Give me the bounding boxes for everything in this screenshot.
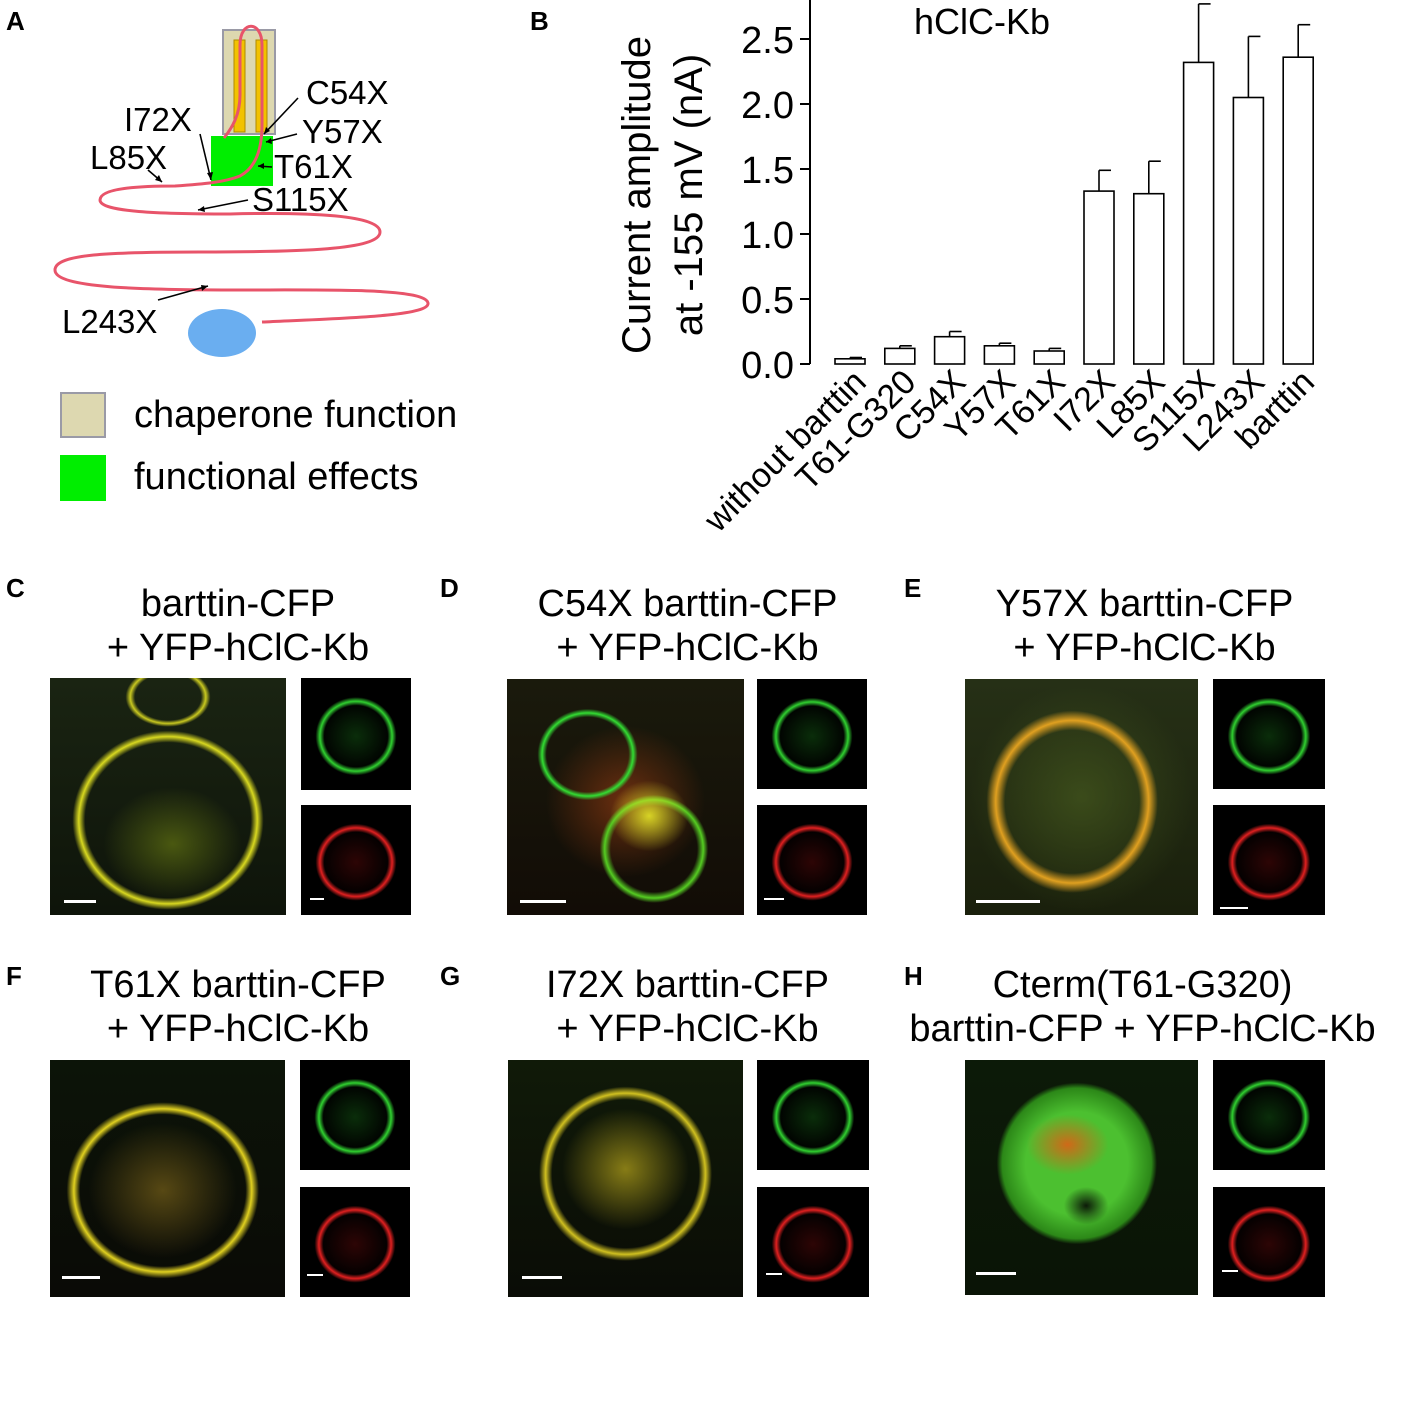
panel-g-label: G bbox=[440, 961, 461, 991]
panel-c-label: C bbox=[6, 573, 25, 603]
chart-title: hClC-Kb bbox=[914, 1, 1050, 42]
bar-5 bbox=[1083, 190, 1115, 365]
panel-c-green-scale-bar bbox=[310, 898, 324, 900]
mutation-label-s115x: S115X bbox=[252, 181, 349, 218]
panel-d-red-channel-image bbox=[757, 805, 867, 915]
y-tick-label: 0.0 bbox=[741, 345, 794, 387]
panel-c-green-channel-image bbox=[301, 678, 411, 790]
mutation-label-y57x: Y57X bbox=[302, 113, 383, 150]
panel-b-label: B bbox=[530, 6, 549, 36]
panel-d-scale-bar bbox=[520, 900, 566, 903]
bar-1 bbox=[883, 347, 916, 365]
mutation-label-l85x: L85X bbox=[90, 139, 168, 176]
bar-0 bbox=[834, 357, 866, 365]
panel-h-green-channel-image bbox=[1213, 1060, 1325, 1170]
bar-2 bbox=[933, 335, 966, 365]
bar-9 bbox=[1282, 56, 1315, 365]
panel-c-red-scale-bar bbox=[310, 1025, 324, 1027]
panel-d-green-scale-bar bbox=[764, 898, 784, 900]
panel-e-red-scale-bar bbox=[1220, 1034, 1248, 1036]
panel-h-title-line1: Cterm(T61-G320) bbox=[992, 964, 1293, 1006]
y-tick-label: 1.5 bbox=[741, 150, 794, 192]
panel-c-red-channel-image bbox=[301, 805, 411, 915]
panel-e-merged-image bbox=[965, 679, 1198, 915]
panel-f-merged-image bbox=[50, 1060, 285, 1297]
bar-7 bbox=[1182, 61, 1215, 365]
panel-e-red-channel-image bbox=[1213, 805, 1325, 915]
panel-g-title-line2: + YFP-hClC-Kb bbox=[556, 1008, 819, 1050]
mutation-label-i72x: I72X bbox=[124, 101, 192, 138]
panel-h-merged-image bbox=[965, 1060, 1198, 1295]
bar-4 bbox=[1033, 350, 1066, 365]
panel-c-title-line2: + YFP-hClC-Kb bbox=[106, 627, 370, 669]
panel-f-green-scale-bar bbox=[307, 1274, 323, 1276]
panel-a-label: A bbox=[6, 6, 25, 36]
panel-e-green-scale-bar bbox=[1220, 907, 1248, 909]
panel-f-red-channel-image bbox=[300, 1187, 410, 1297]
panel-f-label: F bbox=[6, 961, 22, 991]
legend-text-functional: functional effects bbox=[134, 456, 419, 498]
panel-f-title-line2: + YFP-hClC-Kb bbox=[106, 1008, 370, 1050]
mutation-label-t61x: T61X bbox=[274, 148, 353, 185]
panel-h-red-scale-bar bbox=[1222, 1397, 1238, 1399]
panel-d-green-channel-image bbox=[757, 679, 867, 789]
panel-d-merged-image bbox=[507, 679, 744, 915]
panel-h-title-line2: barttin-CFP + YFP-hClC-Kb bbox=[909, 1008, 1376, 1050]
mutation-label-l243x: L243X bbox=[62, 303, 158, 340]
panel-h-green-scale-bar bbox=[1222, 1270, 1238, 1272]
panel-g-green-scale-bar bbox=[766, 1273, 782, 1275]
panel-g-red-channel-image bbox=[757, 1187, 869, 1297]
panel-c-title-line1: barttin-CFP bbox=[140, 583, 336, 625]
panel-e-label: E bbox=[904, 573, 922, 603]
barttin-chain bbox=[53, 24, 430, 324]
panel-f-scale-bar bbox=[62, 1276, 100, 1279]
panel-h-title: Cterm(T61-G320) barttin-CFP + YFP-hClC-Kb bbox=[860, 963, 1418, 1051]
legend-swatch-chaperone bbox=[60, 392, 106, 438]
y-tick-label: 1.0 bbox=[741, 215, 794, 257]
barttin-topology-diagram bbox=[53, 24, 430, 357]
panel-d-title-line2: + YFP-hClC-Kb bbox=[556, 627, 819, 669]
legend-text-chaperone: chaperone function bbox=[134, 394, 458, 436]
y-tick-label: 0.5 bbox=[741, 280, 794, 322]
panel-f-green-channel-image bbox=[300, 1060, 410, 1170]
y-tick-label: 2.5 bbox=[741, 20, 794, 62]
panel-e-title-line2: + YFP-hClC-Kb bbox=[1013, 627, 1276, 669]
y-axis-label-line2: at -155 mV (nA) bbox=[667, 54, 711, 336]
panel-h-red-channel-image bbox=[1213, 1187, 1325, 1297]
panel-e-title-line1: Y57X barttin-CFP bbox=[995, 583, 1294, 625]
y-tick-label: 2.0 bbox=[741, 85, 794, 127]
panel-e-title: Y57X barttin-CFP + YFP-hClC-Kb bbox=[962, 582, 1327, 670]
bar-8 bbox=[1232, 96, 1265, 365]
panel-g-green-channel-image bbox=[757, 1060, 869, 1170]
panel-c-scale-bar bbox=[64, 900, 96, 903]
panel-h-scale-bar bbox=[976, 1272, 1016, 1275]
panel-f-title: T61X barttin-CFP + YFP-hClC-Kb bbox=[48, 963, 428, 1051]
panel-g-merged-image bbox=[508, 1060, 743, 1297]
bar-3 bbox=[983, 344, 1016, 365]
panel-g-title-line1: I72X barttin-CFP bbox=[546, 964, 829, 1006]
panel-e-scale-bar bbox=[976, 900, 1040, 903]
mutation-label-c54x: C54X bbox=[306, 74, 389, 111]
panel-c-title: barttin-CFP + YFP-hClC-Kb bbox=[48, 582, 428, 670]
c-terminus-blob bbox=[188, 309, 256, 357]
panel-h-label: H bbox=[904, 961, 923, 991]
bar-6 bbox=[1132, 192, 1165, 365]
legend-swatch-functional bbox=[60, 455, 106, 501]
panel-g-title: I72X barttin-CFP + YFP-hClC-Kb bbox=[505, 963, 870, 1051]
panel-e-green-channel-image bbox=[1213, 679, 1325, 789]
panel-g-red-scale-bar bbox=[766, 1400, 782, 1402]
panel-d-label: D bbox=[440, 573, 459, 603]
current-amplitude-bar-chart: hClC-Kb Current amplitude at -155 mV (nA… bbox=[615, 0, 1320, 540]
y-axis-label-line1: Current amplitude bbox=[615, 36, 659, 354]
panel-d-title-line1: C54X barttin-CFP bbox=[537, 583, 838, 625]
panel-c-merged-image bbox=[50, 678, 286, 915]
panel-g-scale-bar bbox=[522, 1276, 562, 1279]
panel-f-title-line1: T61X barttin-CFP bbox=[90, 964, 386, 1006]
panel-d-red-scale-bar bbox=[764, 1025, 784, 1027]
functional-effects-box bbox=[211, 136, 273, 186]
panel-d-title: C54X barttin-CFP + YFP-hClC-Kb bbox=[505, 582, 870, 670]
